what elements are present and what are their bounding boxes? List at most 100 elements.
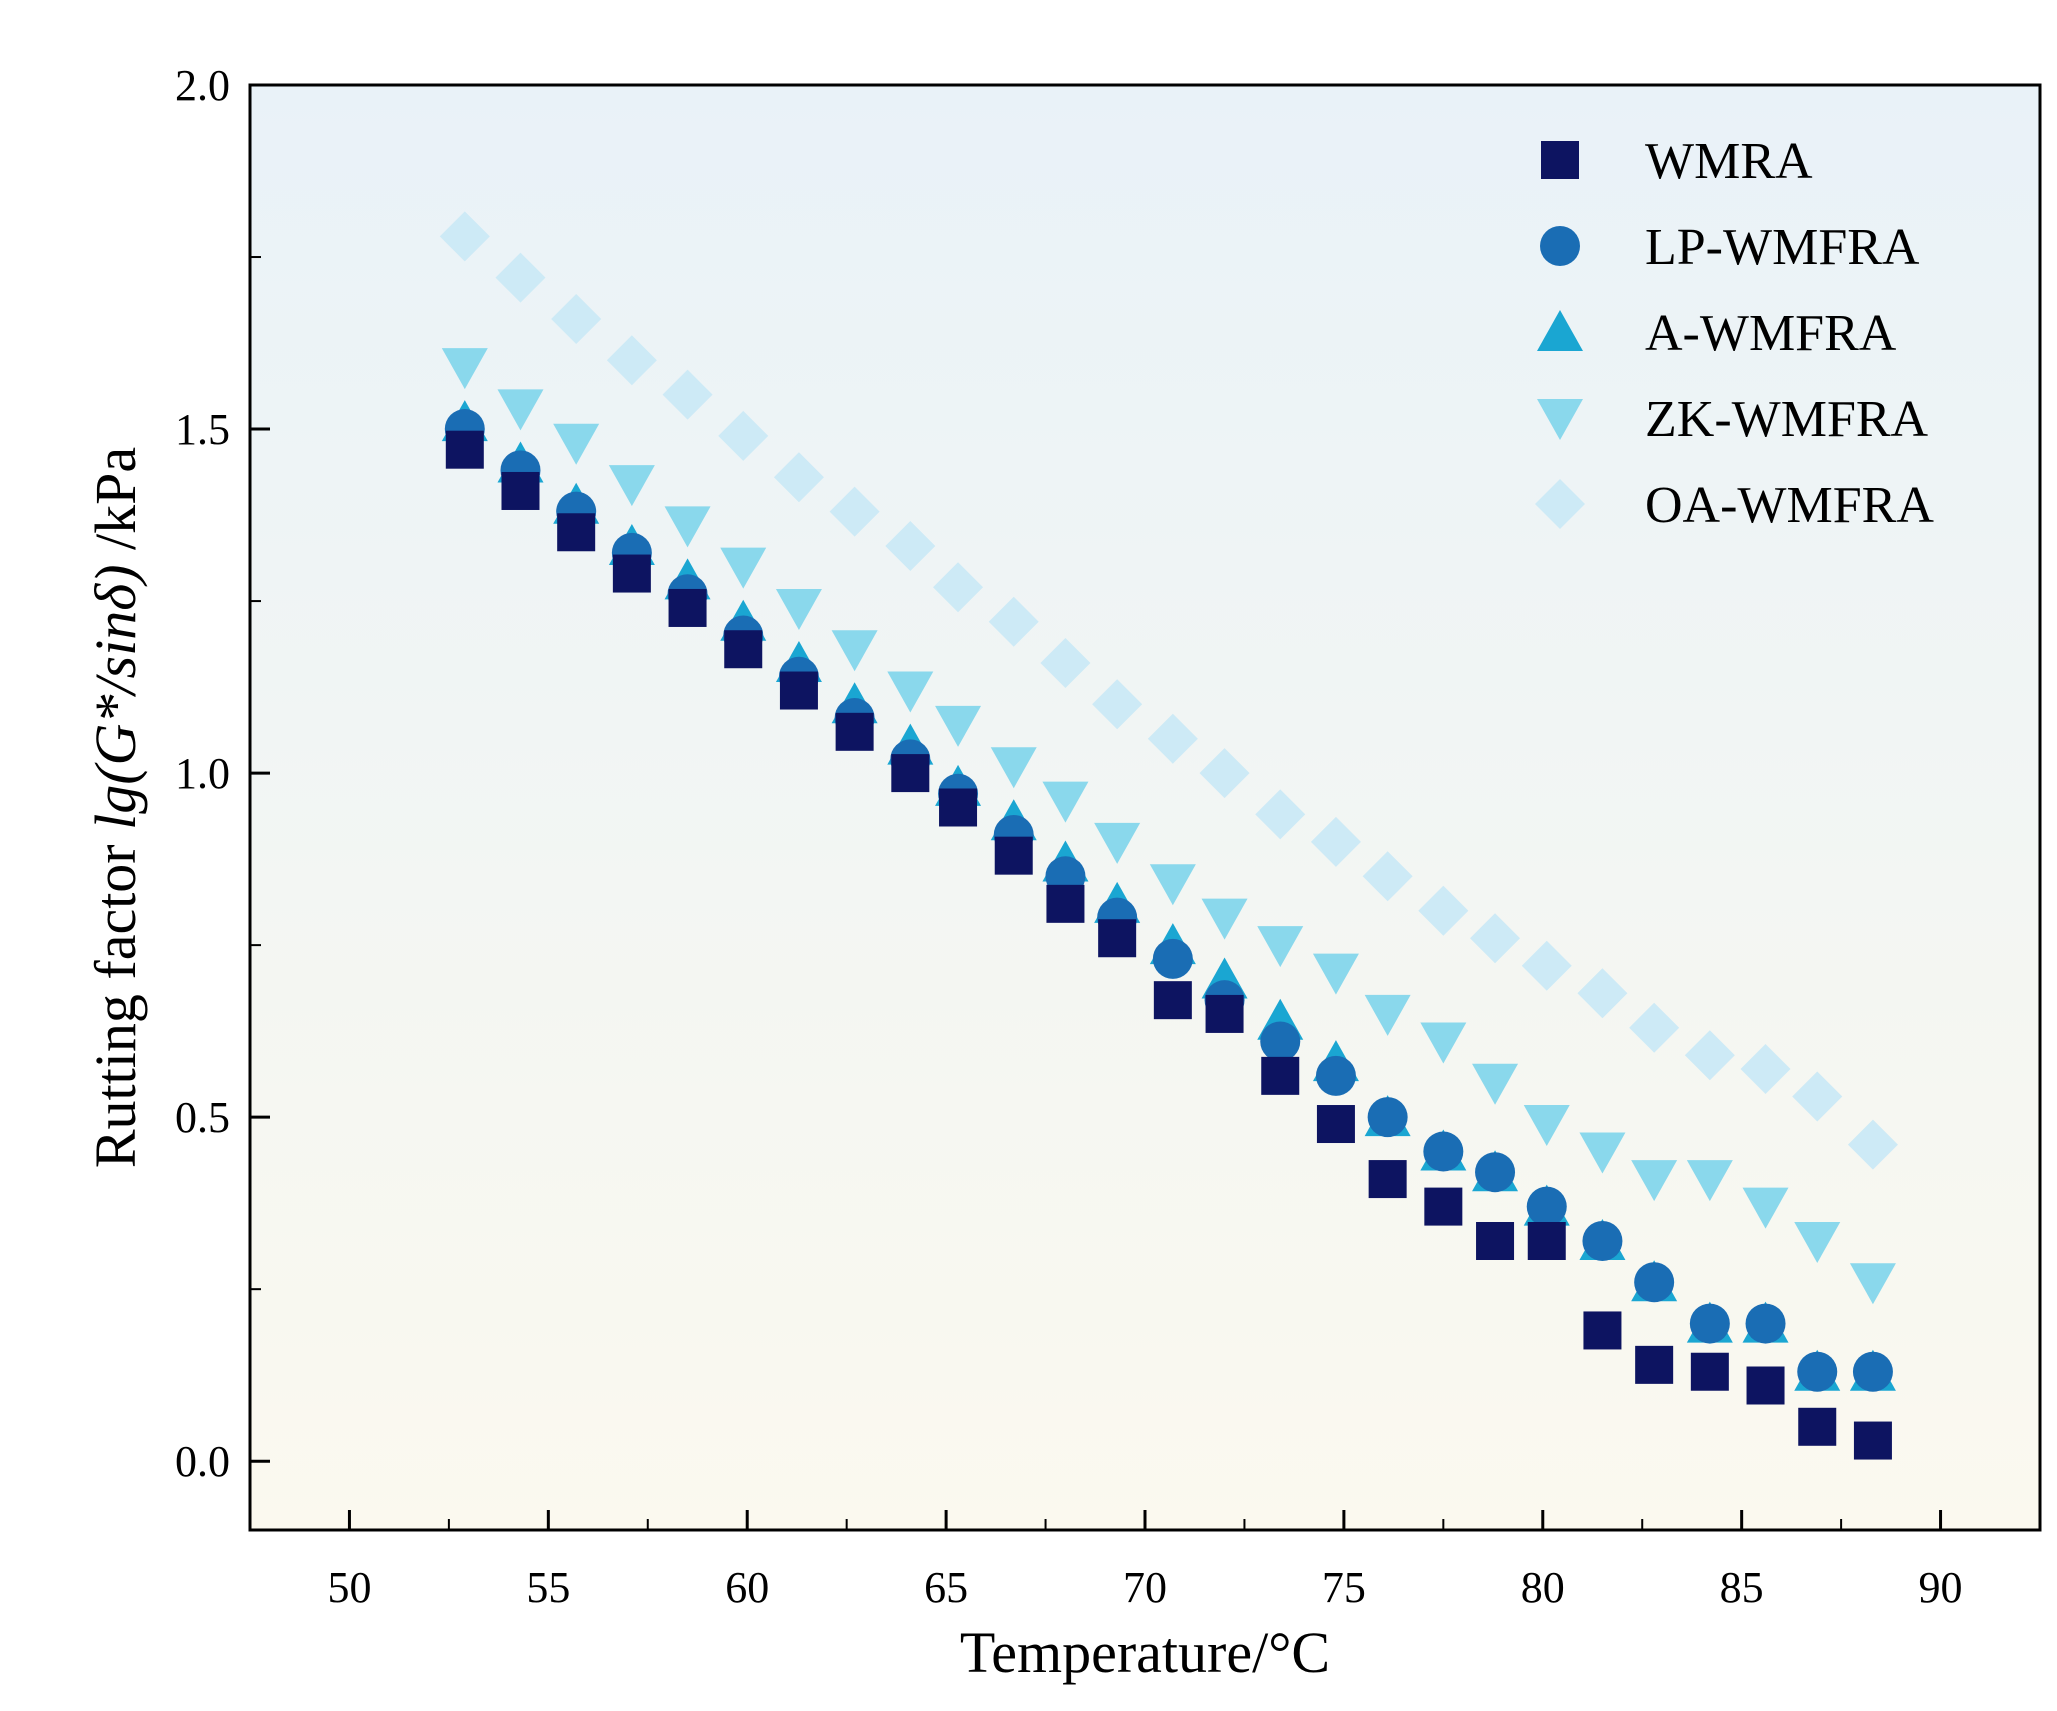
x-axis: 50 55 60 65 70 75 80 85 90 — [327, 1510, 1963, 1612]
point-zk-wmfra — [1257, 926, 1304, 968]
point-oa-wmfra — [1147, 713, 1198, 764]
x-tick-label: 80 — [1521, 1563, 1565, 1612]
legend-item-oa-wmfra: OA-WMFRA — [1535, 477, 1934, 534]
legend-label: WMRA — [1645, 133, 1813, 190]
point-zk-wmfra — [664, 506, 711, 548]
point-zk-wmfra — [1042, 781, 1089, 823]
point-wmra — [557, 513, 596, 552]
y-tick-label: 0.0 — [175, 1437, 230, 1486]
series-zk-wmfra — [441, 348, 1896, 1305]
point-zk-wmfra — [831, 630, 878, 672]
y-tick-label: 0.5 — [175, 1093, 230, 1142]
point-wmra — [994, 836, 1033, 875]
point-wmra — [835, 712, 874, 751]
point-oa-wmfra — [551, 293, 602, 344]
point-zk-wmfra — [990, 747, 1037, 789]
point-oa-wmfra — [1092, 679, 1143, 730]
point-wmra — [1046, 884, 1085, 923]
x-tick-label: 50 — [327, 1563, 371, 1612]
x-tick-label: 70 — [1123, 1563, 1167, 1612]
point-wmra — [1690, 1352, 1729, 1391]
point-wmra — [724, 630, 763, 669]
point-zk-wmfra — [608, 465, 655, 507]
point-zk-wmfra — [1312, 953, 1359, 995]
point-oa-wmfra — [1847, 1119, 1898, 1170]
point-oa-wmfra — [1310, 816, 1361, 867]
y-tick-label: 1.5 — [175, 405, 230, 454]
legend-label: OA-WMFRA — [1645, 477, 1934, 534]
legend-marker-zk-wmfra — [1537, 399, 1583, 440]
legend-item-lp-wmfra: LP-WMFRA — [1540, 219, 1920, 276]
point-wmra — [1746, 1366, 1785, 1405]
plot-area — [250, 85, 2040, 1530]
x-tick-label: 75 — [1322, 1563, 1366, 1612]
point-zk-wmfra — [1201, 898, 1248, 940]
data-marks — [439, 211, 1898, 1460]
series-oa-wmfra — [439, 211, 1898, 1170]
point-wmra — [939, 788, 978, 827]
point-lp-wmfra — [1526, 1186, 1567, 1227]
point-zk-wmfra — [887, 671, 934, 713]
point-wmra — [1368, 1160, 1407, 1199]
point-wmra — [1098, 919, 1137, 958]
point-zk-wmfra — [1742, 1187, 1789, 1229]
point-oa-wmfra — [606, 335, 657, 386]
point-lp-wmfra — [1745, 1303, 1786, 1344]
point-wmra — [1153, 981, 1192, 1020]
y-tick-label: 2.0 — [175, 61, 230, 110]
point-zk-wmfra — [935, 705, 982, 747]
x-tick-label: 60 — [725, 1563, 769, 1612]
x-axis-title: Temperature/°C — [960, 1620, 1330, 1685]
y-axis-title-italic: lg(G*/sinδ) — [83, 564, 148, 829]
point-lp-wmfra — [1152, 938, 1193, 979]
legend-marker-wmra — [1541, 141, 1579, 179]
point-lp-wmfra — [1423, 1131, 1464, 1172]
x-tick-label: 90 — [1919, 1563, 1963, 1612]
point-oa-wmfra — [1521, 940, 1572, 991]
point-oa-wmfra — [1740, 1043, 1791, 1094]
point-wmra — [1316, 1105, 1355, 1144]
point-lp-wmfra — [1260, 1021, 1301, 1062]
point-lp-wmfra — [1475, 1152, 1516, 1193]
legend-item-a-wmfra: A-WMFRA — [1537, 305, 1897, 362]
point-wmra — [668, 588, 707, 627]
y-axis-title-prefix: Rutting factor — [83, 830, 148, 1168]
point-oa-wmfra — [1362, 851, 1413, 902]
point-wmra — [1798, 1407, 1837, 1446]
point-wmra — [1583, 1311, 1622, 1350]
point-zk-wmfra — [1364, 994, 1411, 1036]
point-oa-wmfra — [1684, 1030, 1735, 1081]
point-lp-wmfra — [1367, 1097, 1408, 1138]
point-zk-wmfra — [1149, 864, 1196, 906]
point-lp-wmfra — [1852, 1351, 1893, 1392]
legend-marker-oa-wmfra — [1535, 479, 1585, 529]
point-wmra — [501, 471, 540, 510]
point-zk-wmfra — [1686, 1160, 1733, 1202]
point-zk-wmfra — [1420, 1022, 1467, 1064]
point-oa-wmfra — [1418, 885, 1469, 936]
point-zk-wmfra — [1579, 1132, 1626, 1174]
point-oa-wmfra — [718, 410, 769, 461]
legend-item-zk-wmfra: ZK-WMFRA — [1537, 391, 1929, 448]
y-axis-title-suffix: /kPa — [83, 447, 148, 565]
x-tick-label: 65 — [924, 1563, 968, 1612]
y-axis: 0.0 0.5 1.0 1.5 2.0 — [175, 61, 270, 1486]
point-zk-wmfra — [1849, 1263, 1896, 1305]
point-zk-wmfra — [1472, 1063, 1519, 1105]
point-wmra — [1424, 1187, 1463, 1226]
legend-marker-a-wmfra — [1537, 310, 1583, 351]
point-lp-wmfra — [1315, 1055, 1356, 1096]
point-zk-wmfra — [1631, 1160, 1678, 1202]
point-zk-wmfra — [1094, 822, 1141, 864]
point-zk-wmfra — [441, 348, 488, 390]
series-wmra — [445, 430, 1892, 1460]
point-wmra — [891, 754, 930, 793]
legend-label: A-WMFRA — [1645, 305, 1897, 362]
point-wmra — [1261, 1056, 1300, 1095]
point-zk-wmfra — [1523, 1105, 1570, 1147]
point-zk-wmfra — [497, 389, 544, 431]
point-lp-wmfra — [1689, 1303, 1730, 1344]
point-oa-wmfra — [1199, 748, 1250, 799]
x-tick-label: 85 — [1720, 1563, 1764, 1612]
